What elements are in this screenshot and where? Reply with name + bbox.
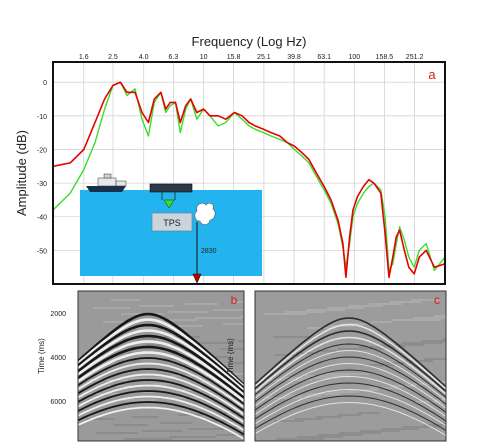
panel-a-border: [52, 61, 446, 285]
seismic-event: [78, 395, 244, 432]
seismic-event: [78, 334, 244, 395]
tps-label: TPS: [163, 218, 181, 228]
y-tick-label: 0: [43, 80, 47, 87]
y-tick-label: -40: [37, 215, 47, 222]
x-tick-label: 2.5: [108, 54, 118, 61]
seismic-event: [78, 390, 244, 428]
seismic-event: [255, 382, 446, 422]
seismic-section-b: [78, 291, 244, 440]
x-axis-title: Frequency (Log Hz): [192, 34, 307, 49]
seismic-event: [255, 349, 446, 402]
panel-c-label: c: [434, 293, 440, 307]
y-tick-label: -20: [37, 147, 47, 154]
seismic-event: [255, 401, 446, 437]
seismic-event: [78, 373, 244, 416]
source-triangle-icon: [163, 199, 175, 209]
x-tick-label: 1.6: [79, 54, 89, 61]
y-axis-title: Amplitude (dB): [14, 130, 29, 216]
seismic-event: [255, 330, 446, 393]
panel-b-tick-2000: 2000: [50, 311, 66, 318]
seismic-event: [78, 340, 244, 397]
panel-c-y-axis-title: Time (ms): [226, 338, 235, 374]
platform-bar: [149, 183, 193, 193]
panel-b-tick-4000: 4000: [50, 355, 66, 362]
seismic-event: [255, 395, 446, 432]
x-tick-label: 10: [200, 54, 208, 61]
seismic-event: [78, 323, 244, 390]
x-tick-labels: 1.6 2.5 4.0 6.3 10 15.8 25.1 39.8 63.1 100 158.5 25…: [79, 54, 424, 61]
y-tick-labels: 0 -10 -20 -30 -40 -50: [37, 80, 47, 255]
seismic-event: [255, 369, 446, 413]
x-tick-label: 158.5: [376, 54, 394, 61]
seismic-event: [78, 329, 244, 393]
y-tick-label: -50: [37, 248, 47, 255]
panel-b-border: [77, 290, 245, 442]
seismic-event: [255, 336, 446, 396]
tps-box: [151, 212, 193, 232]
spectrum-curves: [53, 81, 445, 279]
seismic-event: [255, 362, 446, 409]
seismic-section-c: [255, 291, 446, 440]
y-tick-label: -30: [37, 181, 47, 188]
y-tick-label: -10: [37, 114, 47, 121]
series-red-line: [53, 81, 445, 279]
seismic-event: [78, 312, 244, 387]
seismic-event: [78, 401, 244, 436]
x-tick-label: 15.8: [227, 54, 241, 61]
depth-label: 2830: [201, 248, 217, 255]
x-tick-label: 39.8: [287, 54, 301, 61]
x-tick-label: 63.1: [317, 54, 331, 61]
seismic-event: [78, 357, 244, 406]
panel-a-label: a: [428, 67, 436, 82]
x-tick-label: 4.0: [139, 54, 149, 61]
panel-b-label: b: [231, 293, 238, 307]
seismic-event: [78, 384, 244, 424]
x-tick-label: 251.2: [406, 54, 424, 61]
seismic-event: [78, 318, 244, 389]
seismic-event: [255, 375, 446, 418]
seismic-event: [78, 345, 244, 400]
panel-b-tick-6000: 6000: [50, 399, 66, 406]
seismic-event: [255, 343, 446, 398]
seismic-event: [255, 323, 446, 390]
seismic-event: [78, 368, 244, 413]
x-tick-label: 6.3: [169, 54, 179, 61]
seismic-event: [255, 388, 446, 427]
series-green-line: [53, 81, 445, 272]
x-tick-label: 25.1: [257, 54, 271, 61]
seismic-event: [78, 406, 244, 440]
seismic-event: [255, 356, 446, 405]
x-tick-label: 100: [348, 54, 360, 61]
seismic-event: [78, 362, 244, 409]
seismic-event: [255, 317, 446, 388]
vessel-icon: [86, 173, 127, 192]
seismic-event: [78, 379, 244, 420]
survey-inset: TPS 2830: [80, 173, 262, 276]
panel-c-border: [254, 290, 447, 442]
seismic-event: [78, 351, 244, 403]
bubble-cloud-icon: [194, 202, 216, 225]
panel-b-y-axis-title: Time (ms): [37, 338, 46, 374]
depth-arrow-icon: [192, 273, 202, 284]
